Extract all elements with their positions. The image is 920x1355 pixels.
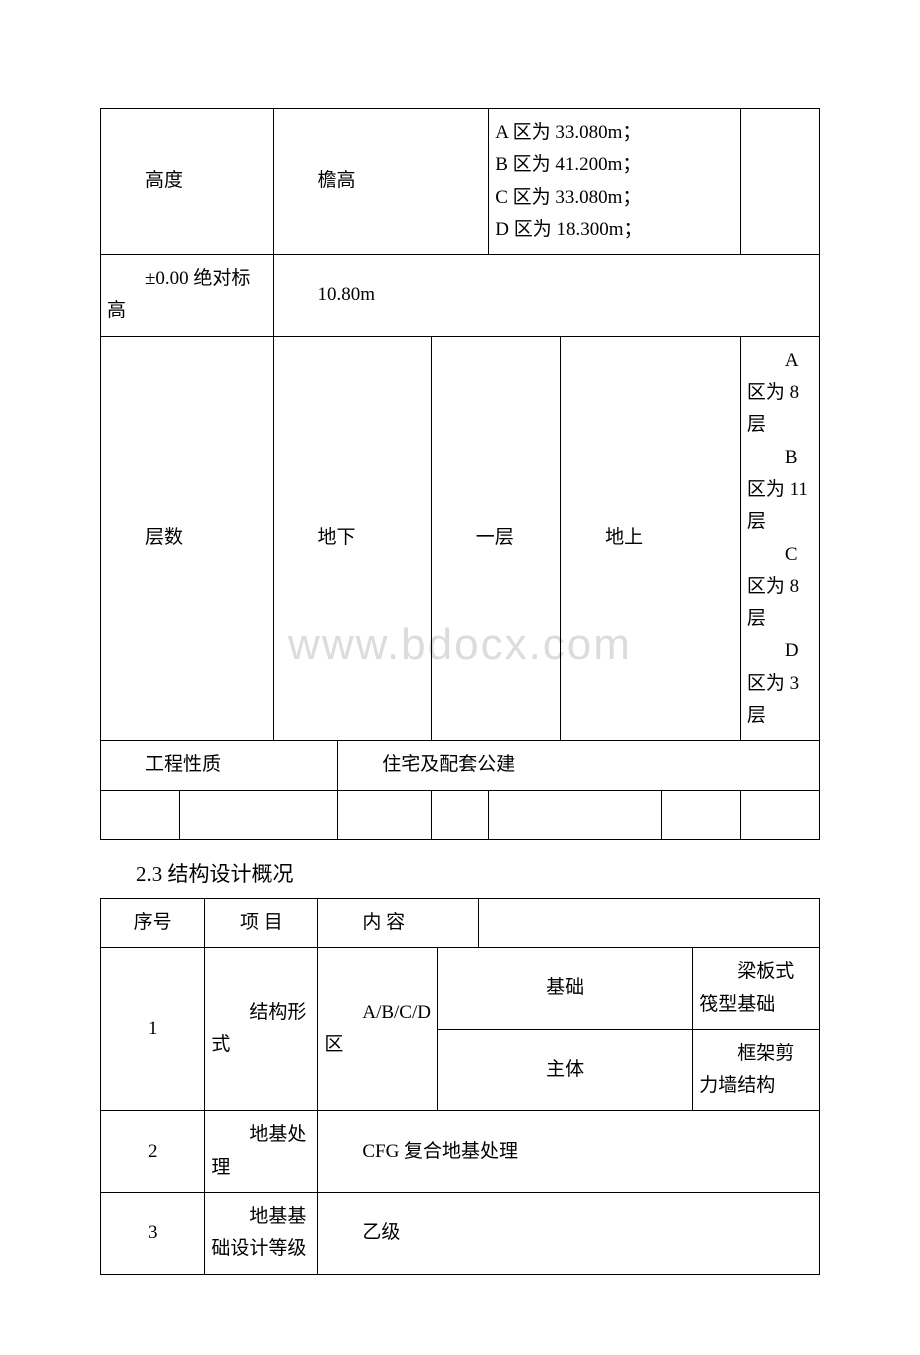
row1-item: 结构形式 bbox=[205, 948, 318, 1111]
row1-foundation-value: 梁板式筏型基础 bbox=[693, 948, 820, 1030]
eaves-height-label: 檐高 bbox=[273, 109, 489, 255]
building-overview-table: 高度 檐高 A 区为 33.080m； B 区为 41.200m； C 区为 3… bbox=[100, 108, 820, 840]
empty-cell bbox=[489, 790, 662, 839]
aboveground-values: A 区为 8 层 B 区为 11 层 C 区为 8 层 D 区为 3 层 bbox=[740, 336, 819, 741]
project-nature-label: 工程性质 bbox=[101, 741, 338, 790]
height-line-a: A 区为 33.080m； bbox=[495, 122, 641, 143]
table-row: 3 地基基础设计等级 乙级 bbox=[101, 1193, 820, 1275]
section-title: 2.3 结构设计概况 bbox=[136, 858, 820, 888]
height-label: 高度 bbox=[101, 109, 274, 255]
empty-cell bbox=[180, 790, 338, 839]
height-values: A 区为 33.080m； B 区为 41.200m； C 区为 33.080m… bbox=[489, 109, 741, 255]
header-content: 内 容 bbox=[318, 898, 479, 947]
height-line-b: B 区为 41.200m； bbox=[495, 154, 641, 175]
empty-cell bbox=[740, 790, 819, 839]
table-row bbox=[101, 790, 820, 839]
row1-foundation-label: 基础 bbox=[437, 948, 692, 1030]
row3-content: 乙级 bbox=[318, 1193, 820, 1275]
empty-cell bbox=[740, 109, 819, 255]
height-line-c: C 区为 33.080m； bbox=[495, 187, 641, 208]
table-header-row: 序号 项 目 内 容 bbox=[101, 898, 820, 947]
underground-label: 地下 bbox=[273, 336, 431, 741]
row2-num: 2 bbox=[101, 1111, 205, 1193]
table-row: 工程性质 住宅及配套公建 bbox=[101, 741, 820, 790]
table-row: 层数 地下 一层 地上 A 区为 8 层 B 区为 11 层 C 区为 8 层 … bbox=[101, 336, 820, 741]
structure-design-table: 序号 项 目 内 容 1 结构形式 A/B/C/D 区 基础 梁板式筏型基础 主… bbox=[100, 898, 820, 1275]
document-page: 高度 檐高 A 区为 33.080m； B 区为 41.200m； C 区为 3… bbox=[0, 0, 920, 1355]
project-nature-value: 住宅及配套公建 bbox=[338, 741, 820, 790]
zero-elevation-label: ±0.00 绝对标高 bbox=[101, 255, 274, 337]
empty-cell bbox=[101, 790, 180, 839]
row1-sub: A/B/C/D 区 bbox=[318, 948, 438, 1111]
floor-line-c: C 区为 8 层 bbox=[747, 539, 813, 636]
row1-main-label: 主体 bbox=[437, 1029, 692, 1111]
aboveground-label: 地上 bbox=[561, 336, 741, 741]
row2-item: 地基处理 bbox=[205, 1111, 318, 1193]
floor-line-a: A 区为 8 层 bbox=[747, 345, 813, 442]
table-row: ±0.00 绝对标高 10.80m bbox=[101, 255, 820, 337]
table-row: 高度 檐高 A 区为 33.080m； B 区为 41.200m； C 区为 3… bbox=[101, 109, 820, 255]
row1-num: 1 bbox=[101, 948, 205, 1111]
zero-elevation-value: 10.80m bbox=[273, 255, 819, 337]
floor-line-b: B 区为 11 层 bbox=[747, 442, 813, 539]
row2-content: CFG 复合地基处理 bbox=[318, 1111, 820, 1193]
row3-num: 3 bbox=[101, 1193, 205, 1275]
underground-value: 一层 bbox=[431, 336, 560, 741]
empty-cell bbox=[431, 790, 489, 839]
floors-label: 层数 bbox=[101, 336, 274, 741]
table-row: 2 地基处理 CFG 复合地基处理 bbox=[101, 1111, 820, 1193]
header-num: 序号 bbox=[101, 898, 205, 947]
header-item: 项 目 bbox=[205, 898, 318, 947]
empty-cell bbox=[479, 898, 820, 947]
height-line-d: D 区为 18.300m； bbox=[495, 219, 642, 240]
row1-main-value: 框架剪力墙结构 bbox=[693, 1029, 820, 1111]
table-row: 1 结构形式 A/B/C/D 区 基础 梁板式筏型基础 bbox=[101, 948, 820, 1030]
floor-line-d: D 区为 3 层 bbox=[747, 635, 813, 732]
empty-cell bbox=[338, 790, 431, 839]
empty-cell bbox=[661, 790, 740, 839]
row3-item: 地基基础设计等级 bbox=[205, 1193, 318, 1275]
